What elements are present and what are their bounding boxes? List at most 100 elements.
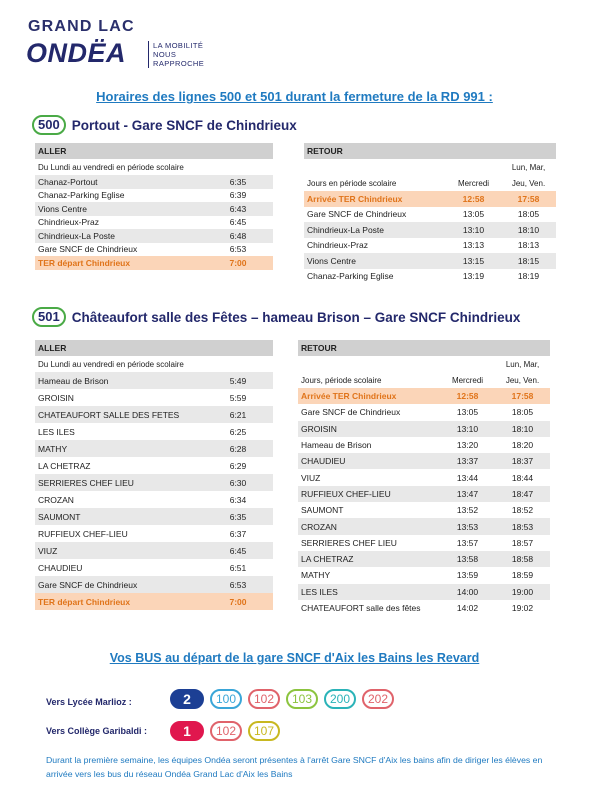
- table-cell: Chanaz-Portout: [35, 175, 203, 189]
- table-cell: Vions Centre: [35, 202, 203, 216]
- table-cell: LA CHETRAZ: [38, 460, 91, 471]
- table-cell: GROISIN: [38, 392, 74, 403]
- bus-section-title: Vos BUS au départ de la gare SNCF d'Aix …: [109, 651, 480, 665]
- table-row: GROISIN 13:10 18:10: [298, 420, 550, 437]
- table-cell: 18:10: [495, 420, 550, 437]
- table-cell: Lun, Mar,: [505, 359, 540, 369]
- line-title: Châteaufort salle des Fêtes – hameau Bri…: [71, 309, 521, 325]
- table-cell: CROZAN: [298, 518, 440, 535]
- page-title: Horaires des lignes 500 et 501 durant la…: [96, 89, 493, 104]
- table-row: SERRIERES CHEF LIEU 6:30: [35, 474, 273, 491]
- table-row: Arrivée TER Chindrieux 12:58 17:58: [304, 191, 556, 207]
- table-cell: 12:58: [446, 191, 501, 207]
- table-cell: 6:30: [203, 474, 273, 491]
- table-cell: 14:00: [440, 583, 495, 600]
- table-cell: Gare SNCF de Chindrieux: [301, 407, 401, 418]
- table-row: RUFFIEUX CHEF-LIEU 13:47 18:47: [298, 485, 550, 503]
- table-row: Chindrieux-Praz 6:45: [35, 216, 273, 230]
- table-cell: MATHY: [301, 570, 331, 581]
- table-cell: CHAUDIEU: [298, 453, 440, 470]
- table-cell: VIUZ: [301, 472, 321, 483]
- bus-line-badge: 2: [170, 689, 204, 709]
- table-cell: Chindrieux-Praz: [307, 240, 368, 251]
- table-cell: Arrivée TER Chindrieux: [298, 388, 440, 405]
- line-badge: 501: [32, 307, 66, 327]
- table-row: Chindrieux-La Poste 13:10 18:10: [304, 222, 556, 238]
- table-cell: Du Lundi au vendredi en période scolaire: [38, 162, 184, 172]
- table-cell: Lun, Mar,: [511, 162, 546, 172]
- table-row: LA CHETRAZ 6:29: [35, 457, 273, 474]
- table-cell: Chindrieux-La Poste: [35, 229, 203, 243]
- table-cell: 17:58: [501, 191, 556, 207]
- table-cell: 13:15: [446, 253, 501, 269]
- bus-line-badge: 102: [210, 721, 242, 741]
- table-row: LA CHETRAZ 13:58 18:58: [298, 550, 550, 568]
- table-cell: 13:37: [440, 453, 495, 470]
- table-cell: 13:47: [440, 485, 495, 503]
- table-cell: 13:52: [456, 505, 479, 516]
- table-cell: Chindrieux-La Poste: [304, 222, 446, 238]
- table-cell: MATHY: [35, 440, 203, 457]
- table-cell: ALLER: [35, 143, 273, 159]
- table-cell: 18:37: [495, 453, 550, 470]
- table-row: Gare SNCF de Chindrieux 6:53: [35, 576, 273, 593]
- table-cell: [446, 159, 501, 175]
- table-cell: 18:10: [501, 222, 556, 238]
- table-cell: 13:20: [456, 440, 479, 451]
- table-cell: 18:47: [495, 485, 550, 503]
- table-row: Chindrieux-La Poste 6:48: [35, 229, 273, 243]
- table-cell: CHATEAUFORT SALLE DES FETES: [35, 406, 203, 423]
- table-row: RUFFIEUX CHEF-LIEU 6:37: [35, 525, 273, 542]
- table-cell: Gare SNCF de Chindrieux: [35, 576, 203, 593]
- table-cell: 19:00: [495, 583, 550, 600]
- table-cell: 13:05: [456, 407, 479, 418]
- table-row: Jours, période scolaire Mercredi Jeu, Ven.: [298, 372, 550, 388]
- table-cell: 6:53: [229, 244, 247, 255]
- table-cell: 5:49: [203, 372, 273, 389]
- table-cell: LA CHETRAZ: [298, 550, 440, 568]
- table-cell: RUFFIEUX CHEF-LIEU: [298, 485, 440, 503]
- table-cell: SERRIERES CHEF LIEU: [35, 474, 203, 491]
- logo-brand-main: ONDËA: [26, 38, 127, 68]
- table-cell: 6:45: [229, 217, 247, 228]
- table-cell: SERRIERES CHEF LIEU: [301, 537, 397, 548]
- table-cell: 13:13: [462, 240, 485, 251]
- table-row: Jours en période scolaire Mercredi Jeu, Ve…: [304, 175, 556, 191]
- table-cell: Jeu, Ven.: [505, 375, 540, 385]
- table-row: Gare SNCF de Chindrieux 13:05 18:05: [304, 207, 556, 223]
- table-cell: 13:10: [446, 222, 501, 238]
- timetable-500-retour: RETOUR Lun, Mar, Jours en période scolaire…: [304, 143, 556, 284]
- bus-line-badge: 107: [248, 721, 280, 741]
- table-cell: Arrivée TER Chindrieux: [304, 191, 446, 207]
- table-cell: GROISIN: [298, 420, 440, 437]
- bus-line-badge: 103: [286, 689, 318, 709]
- table-cell: Gare SNCF de Chindrieux: [307, 209, 407, 220]
- table-cell: 19:02: [511, 603, 534, 613]
- table-row: Lun, Mar,: [304, 159, 556, 175]
- table-cell: 6:21: [203, 406, 273, 423]
- table-cell: 17:58: [495, 388, 550, 405]
- table-cell: 18:53: [495, 518, 550, 535]
- table-cell: 18:52: [511, 505, 534, 516]
- table-row: Chindrieux-Praz 13:13 18:13: [304, 238, 556, 254]
- table-row: Hameau de Brison 5:49: [35, 372, 273, 389]
- table-cell: Mercredi: [451, 375, 484, 385]
- logo-tagline: LA MOBILITÉ NOUS RAPPROCHE: [148, 41, 204, 68]
- table-cell: 13:53: [440, 518, 495, 535]
- timetable-501-aller: ALLER Du Lundi au vendredi en période sco…: [35, 340, 273, 610]
- table-cell: 6:53: [203, 576, 273, 593]
- table-row: LES ILES 14:00 19:00: [298, 583, 550, 600]
- table-cell: 6:35: [203, 175, 273, 189]
- table-row: Vions Centre 13:15 18:15: [304, 253, 556, 269]
- table-cell: 6:28: [203, 440, 273, 457]
- table-row: Chanaz-Parking Eglise 6:39: [35, 189, 273, 203]
- line-501-heading: 501 Châteaufort salle des Fêtes – hameau…: [32, 307, 520, 327]
- table-cell: 7:00: [203, 256, 273, 270]
- table-cell: LES ILES: [298, 583, 440, 600]
- table-row: Du Lundi au vendredi en période scolaire: [35, 159, 273, 175]
- table-row: Du Lundi au vendredi en période scolaire: [35, 356, 273, 372]
- table-row: CHATEAUFORT salle des fêtes 14:02 19:02: [298, 600, 550, 616]
- bus-line-badge: 200: [324, 689, 356, 709]
- table-cell: 6:39: [229, 190, 247, 201]
- table-cell: 6:48: [203, 229, 273, 243]
